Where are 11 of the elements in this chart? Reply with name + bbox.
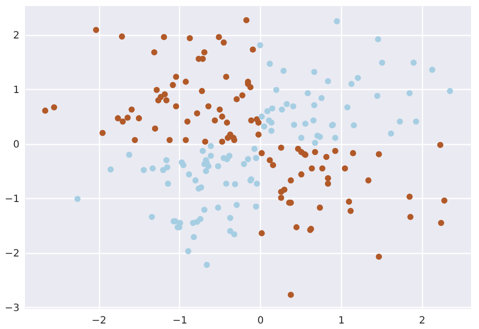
y-tick-label: −2 — [4, 248, 20, 260]
x-tick-label: −2 — [92, 316, 106, 326]
y-tick-label: 0 — [13, 139, 20, 150]
y-tick-label: 1 — [13, 84, 20, 96]
y-tick-label: 2 — [13, 30, 20, 42]
x-tick-label: −1 — [172, 316, 188, 326]
y-tick-label: −3 — [4, 302, 20, 314]
x-tick-label: 2 — [419, 316, 426, 326]
y-tick-label: −1 — [4, 194, 20, 205]
x-tick-label: 1 — [338, 316, 345, 326]
x-tick-label: 0 — [257, 316, 264, 326]
